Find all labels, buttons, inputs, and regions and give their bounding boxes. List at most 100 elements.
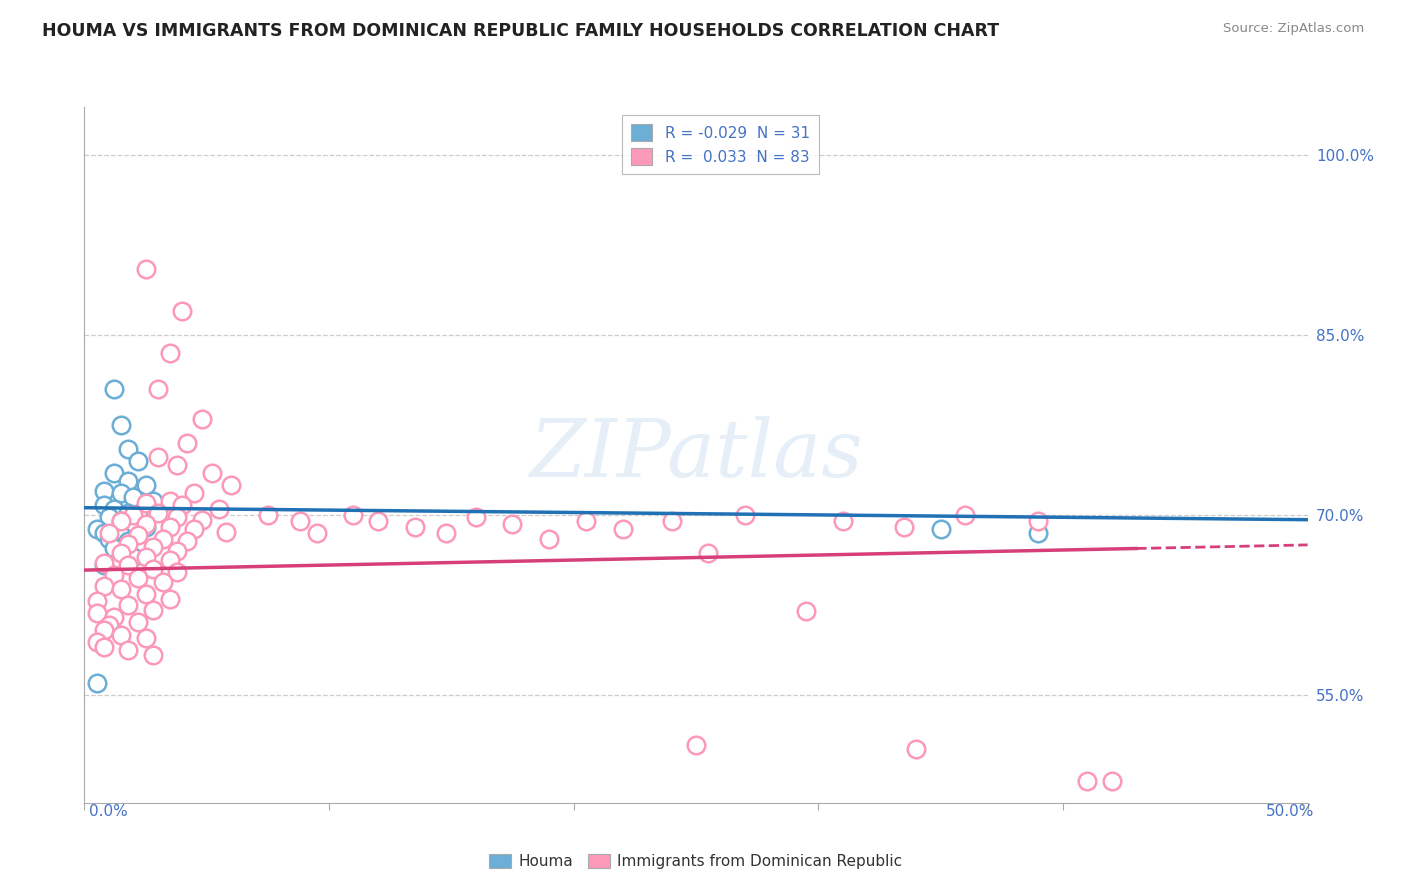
Point: [215, 524, 238, 539]
Point: [97, 510, 120, 524]
Legend: Houma, Immigrants from Dominican Republic: Houma, Immigrants from Dominican Republi…: [484, 848, 908, 875]
Point: [159, 591, 181, 606]
Point: [110, 546, 132, 560]
Point: [103, 382, 125, 396]
Point: [166, 544, 188, 558]
Point: [122, 516, 145, 531]
Point: [127, 572, 149, 586]
Point: [93, 579, 115, 593]
Point: [86, 522, 108, 536]
Point: [135, 587, 157, 601]
Text: 0.0%: 0.0%: [89, 805, 128, 819]
Point: [86, 594, 108, 608]
Point: [146, 506, 169, 520]
Point: [117, 442, 139, 456]
Point: [135, 517, 157, 532]
Text: 50.0%: 50.0%: [1267, 805, 1315, 819]
Point: [257, 508, 280, 522]
Point: [1028, 525, 1050, 540]
Point: [110, 417, 132, 432]
Point: [697, 546, 720, 560]
Point: [191, 513, 214, 527]
Point: [219, 478, 242, 492]
Point: [142, 602, 165, 616]
Point: [127, 528, 149, 542]
Point: [103, 567, 125, 582]
Point: [117, 537, 139, 551]
Point: [436, 525, 458, 540]
Point: [191, 412, 214, 426]
Point: [135, 632, 157, 646]
Point: [502, 517, 524, 532]
Point: [135, 520, 157, 534]
Point: [117, 558, 139, 573]
Point: [127, 538, 149, 552]
Point: [135, 549, 157, 564]
Point: [172, 498, 194, 512]
Point: [183, 486, 205, 500]
Point: [929, 522, 952, 536]
Point: [166, 458, 188, 472]
Point: [93, 556, 115, 570]
Point: [200, 466, 222, 480]
Point: [575, 514, 598, 528]
Point: [538, 532, 561, 546]
Point: [1101, 774, 1123, 789]
Point: [93, 640, 115, 654]
Point: [905, 741, 928, 756]
Point: [166, 566, 188, 580]
Point: [159, 553, 181, 567]
Point: [152, 575, 174, 590]
Point: [893, 520, 915, 534]
Point: [612, 522, 634, 536]
Point: [183, 522, 205, 536]
Point: [122, 490, 145, 504]
Point: [103, 502, 125, 516]
Point: [127, 454, 149, 468]
Point: [146, 450, 169, 465]
Point: [1028, 514, 1050, 528]
Point: [464, 510, 486, 524]
Point: [1076, 774, 1098, 789]
Point: [93, 623, 115, 637]
Point: [135, 262, 157, 277]
Point: [122, 549, 145, 564]
Point: [117, 643, 139, 657]
Point: [135, 496, 157, 510]
Text: ZIPatlas: ZIPatlas: [529, 417, 863, 493]
Point: [97, 525, 120, 540]
Point: [953, 508, 976, 522]
Point: [208, 502, 231, 516]
Point: [86, 676, 108, 690]
Point: [97, 618, 120, 632]
Point: [142, 493, 165, 508]
Text: HOUMA VS IMMIGRANTS FROM DOMINICAN REPUBLIC FAMILY HOUSEHOLDS CORRELATION CHART: HOUMA VS IMMIGRANTS FROM DOMINICAN REPUB…: [42, 22, 1000, 40]
Point: [142, 541, 165, 555]
Point: [176, 534, 198, 549]
Point: [122, 508, 145, 522]
Point: [135, 478, 157, 492]
Point: [159, 493, 181, 508]
Point: [794, 604, 817, 618]
Point: [305, 525, 328, 540]
Point: [367, 514, 389, 528]
Point: [110, 528, 132, 542]
Point: [117, 534, 139, 549]
Point: [166, 510, 188, 524]
Point: [288, 514, 311, 528]
Point: [142, 648, 165, 663]
Point: [110, 628, 132, 642]
Point: [661, 514, 683, 528]
Point: [103, 466, 125, 480]
Point: [103, 610, 125, 624]
Point: [127, 508, 149, 522]
Point: [110, 514, 132, 528]
Point: [159, 520, 181, 534]
Point: [685, 738, 707, 752]
Point: [93, 558, 115, 573]
Point: [97, 532, 120, 546]
Point: [127, 615, 149, 629]
Point: [146, 382, 169, 396]
Point: [103, 541, 125, 556]
Point: [152, 532, 174, 546]
